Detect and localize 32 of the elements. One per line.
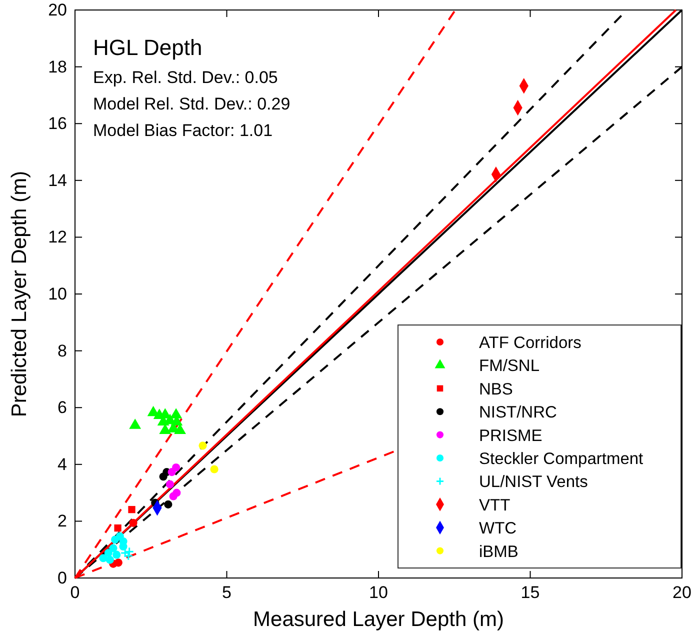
y-tick-label: 12 (48, 228, 67, 247)
x-tick-label: 5 (222, 583, 232, 602)
x-tick-label: 0 (70, 583, 80, 602)
y-axis-title: Predicted Layer Depth (m) (8, 170, 31, 418)
y-tick-label: 16 (48, 114, 67, 134)
x-axis-title: Measured Layer Depth (m) (253, 608, 504, 631)
legend-label: WTC (479, 520, 517, 538)
annotation: Model Rel. Std. Dev.: 0.29 (93, 94, 290, 114)
annotation: Exp. Rel. Std. Dev.: 0.05 (93, 68, 278, 87)
y-tick-label: 14 (48, 170, 67, 190)
y-tick-label: 6 (58, 398, 67, 418)
legend-label: VTT (479, 496, 510, 514)
y-tick-label: 2 (58, 512, 67, 531)
legend-label: FM/SNL (479, 357, 540, 376)
legend-label: PRISME (479, 426, 542, 445)
y-tick-label: 10 (48, 284, 67, 304)
legend-label: NIST/NRC (479, 404, 557, 422)
y-tick-label: 0 (58, 568, 67, 588)
y-tick-label: 18 (48, 57, 67, 76)
y-tick-label: 4 (58, 454, 67, 474)
x-tick-label: 15 (520, 583, 540, 602)
y-tick-label: 8 (58, 341, 67, 360)
legend-label: NBS (479, 380, 513, 398)
annotation: Model Bias Factor: 1.01 (93, 121, 273, 140)
legend-label: UL/NIST Vents (479, 473, 588, 492)
y-tick-label: 20 (48, 0, 67, 20)
x-tick-label: 10 (369, 583, 388, 602)
legend-label: iBMB (479, 542, 518, 561)
legend-label: ATF Corridors (479, 334, 582, 352)
text: HGL Depth (93, 35, 202, 60)
x-tick-label: 20 (672, 583, 692, 602)
legend-label: Steckler Compartment (479, 450, 644, 468)
